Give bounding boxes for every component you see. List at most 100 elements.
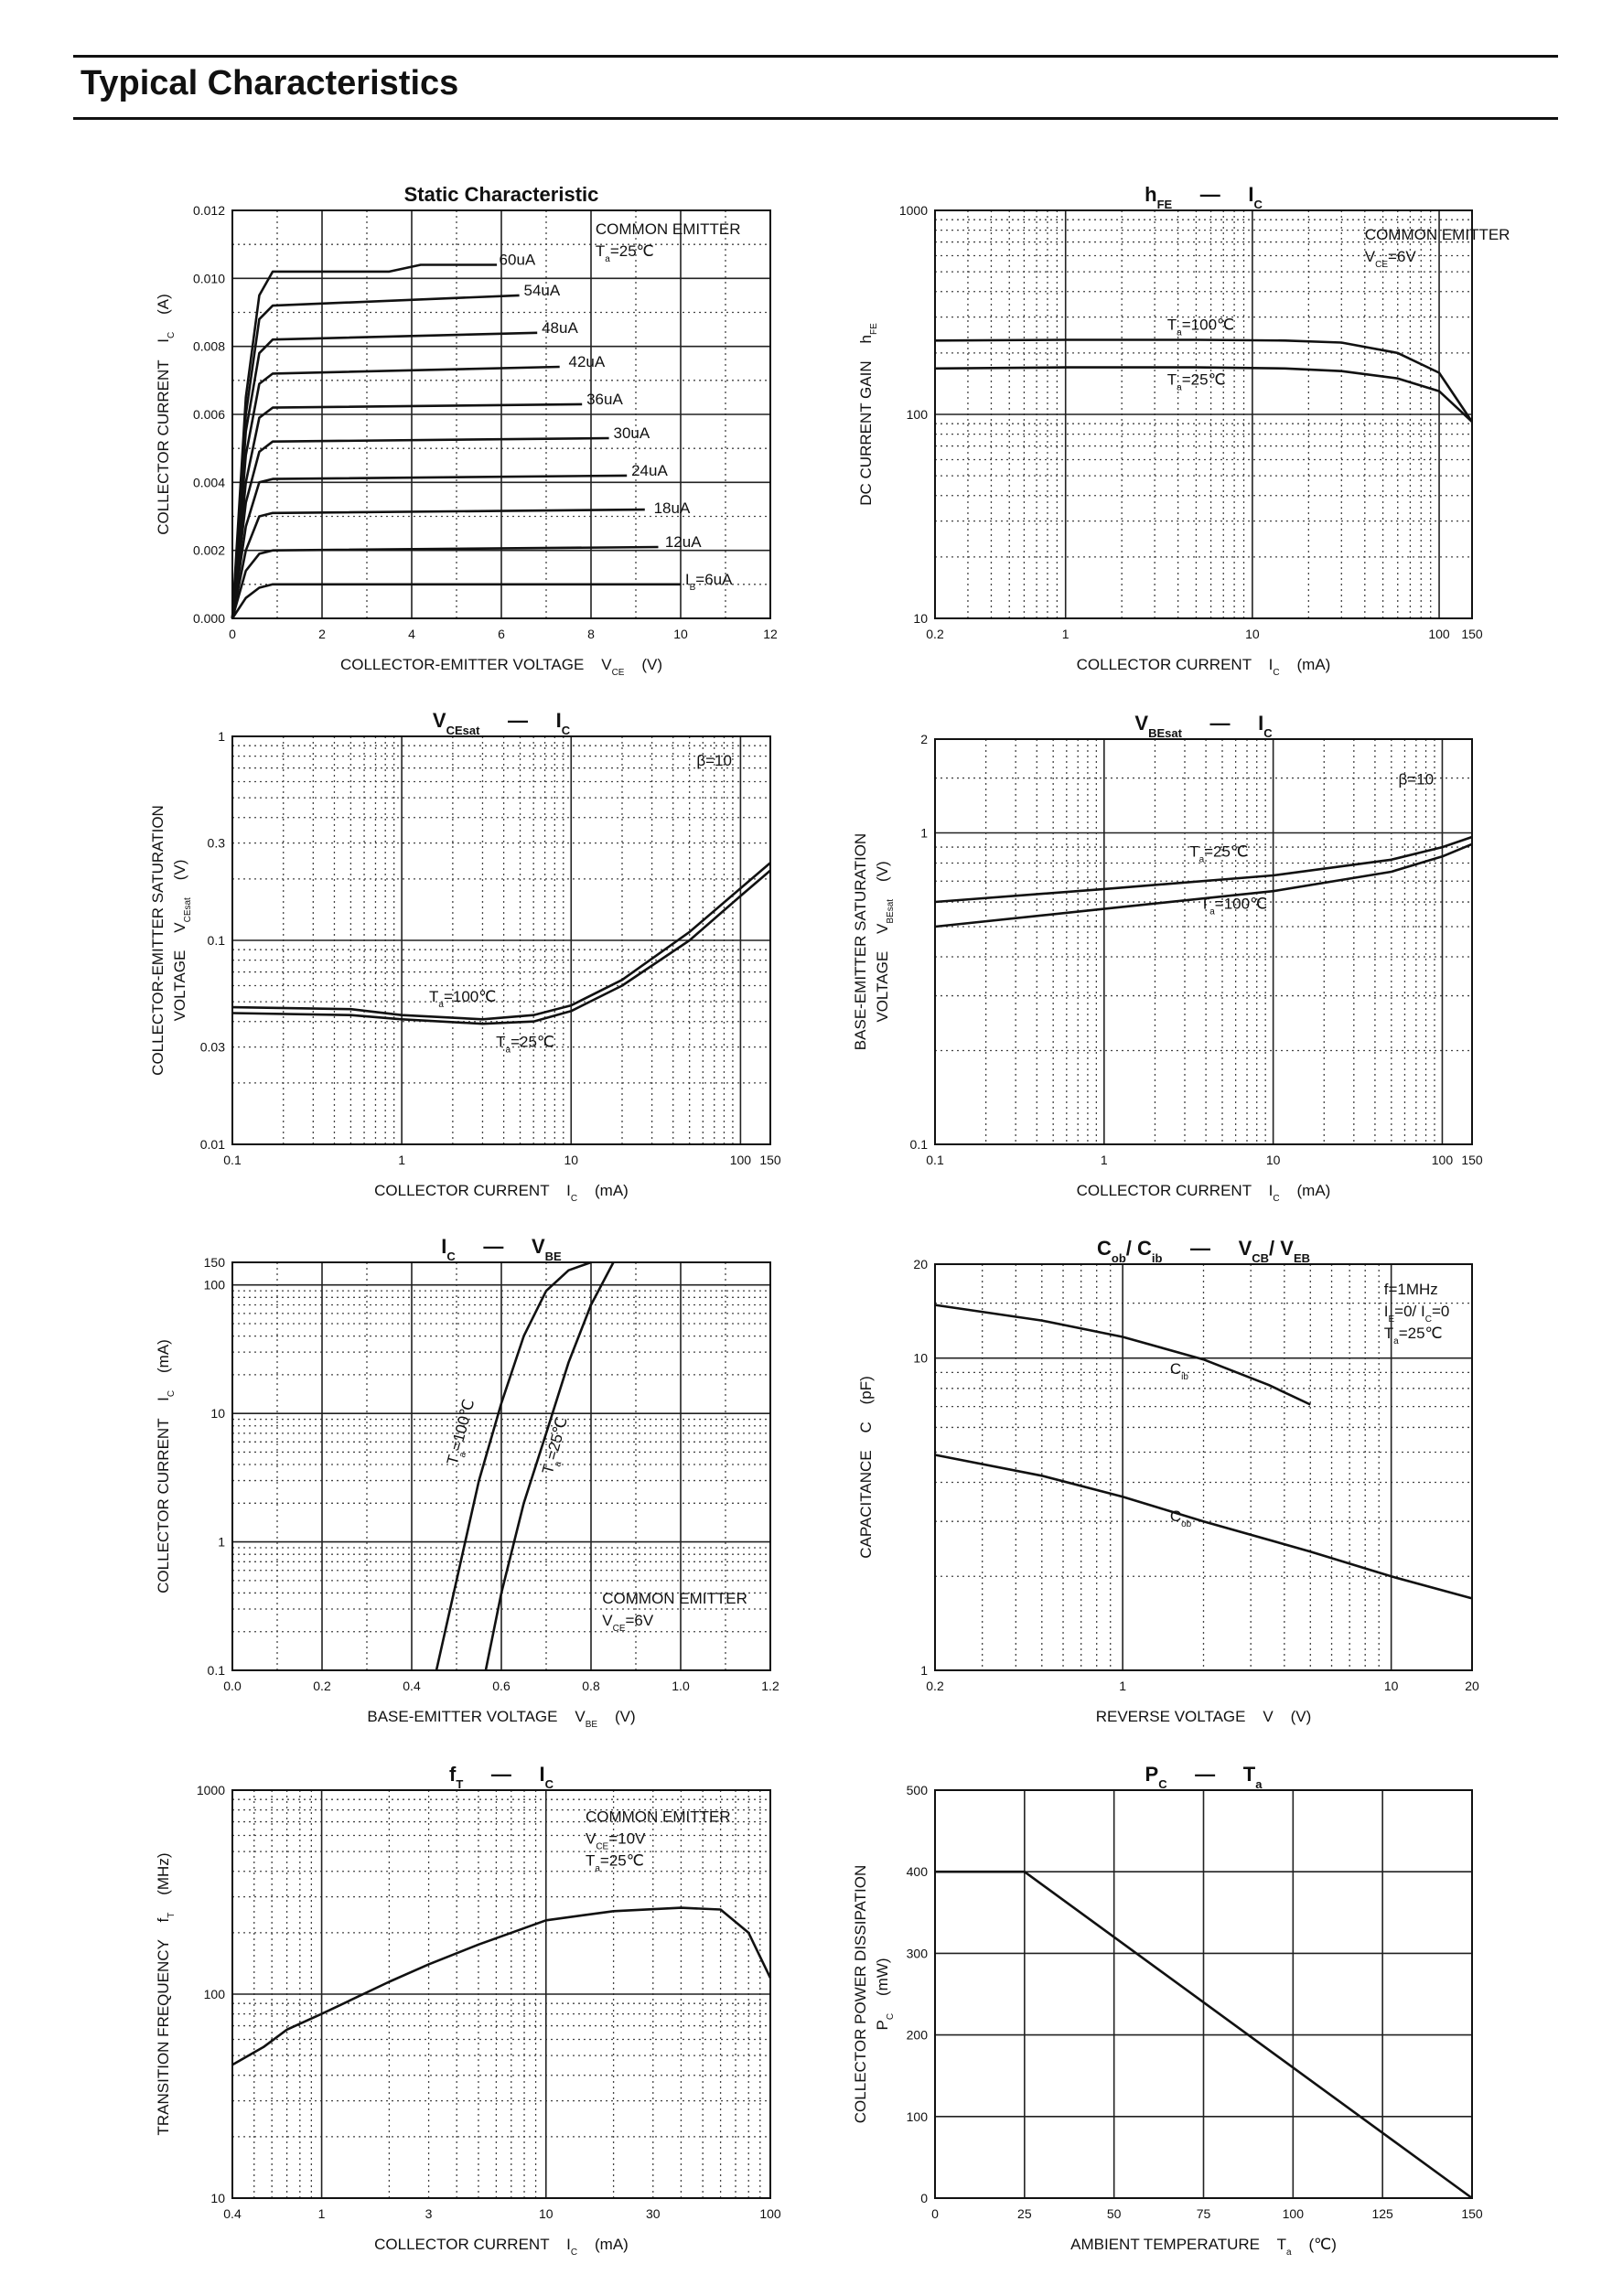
y-axis-label-line1: BASE-EMITTER SATURATION <box>852 833 869 1050</box>
series-label: 60uA <box>500 251 536 268</box>
x-tick-label: 0.2 <box>926 627 944 641</box>
series-label: 36uA <box>586 391 623 408</box>
y-tick-label: 0.004 <box>193 475 225 489</box>
plot-frame <box>231 1261 771 1671</box>
x-tick-label: 150 <box>1461 1153 1483 1167</box>
y-tick-label: 10 <box>210 2191 225 2205</box>
y-tick-label: 100 <box>907 2109 929 2124</box>
x-tick-label: 30 <box>646 2206 661 2221</box>
y-tick-label: 500 <box>907 1783 929 1797</box>
chart-title: Static Characteristic <box>404 183 599 206</box>
chart-vcesat: 0.1 1 10 100 150 0.01 0.03 0.1 0.3 1 VCEsat — IC CO… <box>149 709 781 1204</box>
x-tick-label: 0 <box>931 2206 939 2221</box>
x-tick-label: 0.0 <box>223 1679 242 1693</box>
y-tick-label: 300 <box>907 1946 929 1960</box>
plot-frame <box>231 735 771 1145</box>
x-tick-label: 12 <box>763 627 778 641</box>
chart-annotation: Ta=25℃ <box>1384 1325 1443 1346</box>
series-label: 54uA <box>524 282 561 299</box>
chart-annotation: Ta=25℃ <box>586 1852 644 1873</box>
x-tick-label: 10 <box>1266 1153 1281 1167</box>
x-tick-label: 100 <box>1283 2206 1305 2221</box>
series-label: Ta=25℃ <box>1167 370 1226 392</box>
chart-annotation: VCE=6V <box>1365 248 1417 270</box>
series-line-Ta=25℃ <box>484 1261 615 1671</box>
x-tick-label: 0.1 <box>223 1153 242 1167</box>
series-line-42uA <box>231 365 560 619</box>
x-tick-label: 1.0 <box>672 1679 690 1693</box>
chart-title: IC — VBE <box>441 1235 562 1263</box>
x-axis-label: COLLECTOR CURRENT IC (mA) <box>374 2236 629 2258</box>
x-axis-label: COLLECTOR-EMITTER VOLTAGE VCE (V) <box>340 656 662 678</box>
series-label: Ta=25℃ <box>496 1034 554 1056</box>
x-tick-label: 6 <box>498 627 505 641</box>
y-tick-label: 0.1 <box>208 933 226 948</box>
chart-annotation: β=10 <box>1398 771 1434 789</box>
y-axis-label-line1: COLLECTOR POWER DISSIPATION <box>852 1865 869 2123</box>
y-tick-label: 100 <box>907 407 929 422</box>
y-tick-label: 10 <box>913 611 928 626</box>
top-rule <box>73 55 1558 58</box>
chart-ft: 0.4 1 3 10 30 100 10 100 1000 fT — IC COLLECTOR CU… <box>155 1763 781 2258</box>
x-tick-label: 1.2 <box>761 1679 779 1693</box>
series-line-6uA <box>231 583 681 619</box>
series-line-PC <box>935 1870 1473 2200</box>
y-tick-label: 0.012 <box>193 203 225 218</box>
y-tick-label: 100 <box>204 1278 226 1293</box>
y-tick-label: 0.1 <box>208 1663 226 1678</box>
x-tick-label: 10 <box>539 2206 554 2221</box>
x-tick-label: 0.8 <box>582 1679 600 1693</box>
y-tick-label: 0.010 <box>193 271 225 285</box>
chart-annotation: COMMON EMITTER <box>586 1808 731 1826</box>
x-tick-label: 10 <box>1245 627 1260 641</box>
chart-title: VCEsat — IC <box>433 709 571 737</box>
x-tick-label: 125 <box>1371 2206 1393 2221</box>
y-axis-label: TRANSITION FREQUENCY fT (MHz) <box>155 1853 177 2136</box>
series-label: Ta=100℃ <box>1200 896 1267 917</box>
y-tick-label: 2 <box>920 732 928 746</box>
series-label: 18uA <box>654 499 691 517</box>
chart-pc_ta: 0 25 50 75 100 125 150 0 100 200 300 400 500 PC — Ta A… <box>852 1763 1483 2258</box>
x-tick-label: 20 <box>1465 1679 1479 1693</box>
plot-frame <box>934 209 1473 619</box>
y-axis-label: VOLTAGE VCEsat (V) <box>171 860 193 1022</box>
y-tick-label: 100 <box>204 1987 226 2001</box>
y-tick-label: 0.006 <box>193 407 225 422</box>
x-axis-label: AMBIENT TEMPERATURE Ta (℃) <box>1070 2236 1337 2258</box>
chart-title: Cob/ Cib — VCB/ VEB <box>1097 1237 1310 1265</box>
x-tick-label: 1 <box>318 2206 326 2221</box>
x-axis-label: BASE-EMITTER VOLTAGE VBE (V) <box>367 1708 635 1730</box>
x-tick-label: 10 <box>1384 1679 1399 1693</box>
plot-frame <box>231 1789 771 2199</box>
chart-annotation: COMMON EMITTER <box>596 220 741 238</box>
y-axis-label: COLLECTOR CURRENT IC (A) <box>155 294 177 535</box>
x-tick-label: 2 <box>318 627 326 641</box>
x-tick-label: 0 <box>229 627 236 641</box>
y-axis-label: COLLECTOR CURRENT IC (mA) <box>155 1339 177 1593</box>
series-line-Cib <box>934 1304 1311 1406</box>
series-label: Cob <box>1170 1507 1192 1529</box>
x-tick-label: 0.4 <box>403 1679 421 1693</box>
x-tick-label: 0.2 <box>313 1679 331 1693</box>
series-line-Ta=25℃ <box>934 366 1473 424</box>
x-axis-label: COLLECTOR CURRENT IC (mA) <box>374 1182 629 1204</box>
y-tick-label: 0.01 <box>200 1137 225 1152</box>
series-line-Ta=100℃ <box>231 862 771 1021</box>
chart-title: fT — IC <box>449 1763 554 1791</box>
chart-annotation: COMMON EMITTER <box>602 1590 747 1607</box>
chart-annotation: IE=0/ IC=0 <box>1384 1303 1450 1325</box>
x-tick-label: 10 <box>564 1153 578 1167</box>
chart-annotation: VCE=10V <box>586 1830 646 1852</box>
y-tick-label: 1 <box>920 826 928 841</box>
x-tick-label: 0.2 <box>926 1679 944 1693</box>
plot-frame <box>231 209 771 619</box>
y-tick-label: 0.03 <box>200 1040 225 1055</box>
x-tick-label: 150 <box>1461 2206 1483 2221</box>
series-line-Ta=100℃ <box>934 338 1474 423</box>
series-line-24uA <box>231 474 628 619</box>
y-tick-label: 200 <box>907 2028 929 2043</box>
series-label: 42uA <box>569 353 606 370</box>
x-tick-label: 25 <box>1017 2206 1032 2221</box>
chart-annotation: β=10 <box>696 752 732 769</box>
chart-ic_vbe: 0.0 0.2 0.4 0.6 0.8 1.0 1.2 0.1 1 10 100 150 IC — VB… <box>155 1235 779 1730</box>
